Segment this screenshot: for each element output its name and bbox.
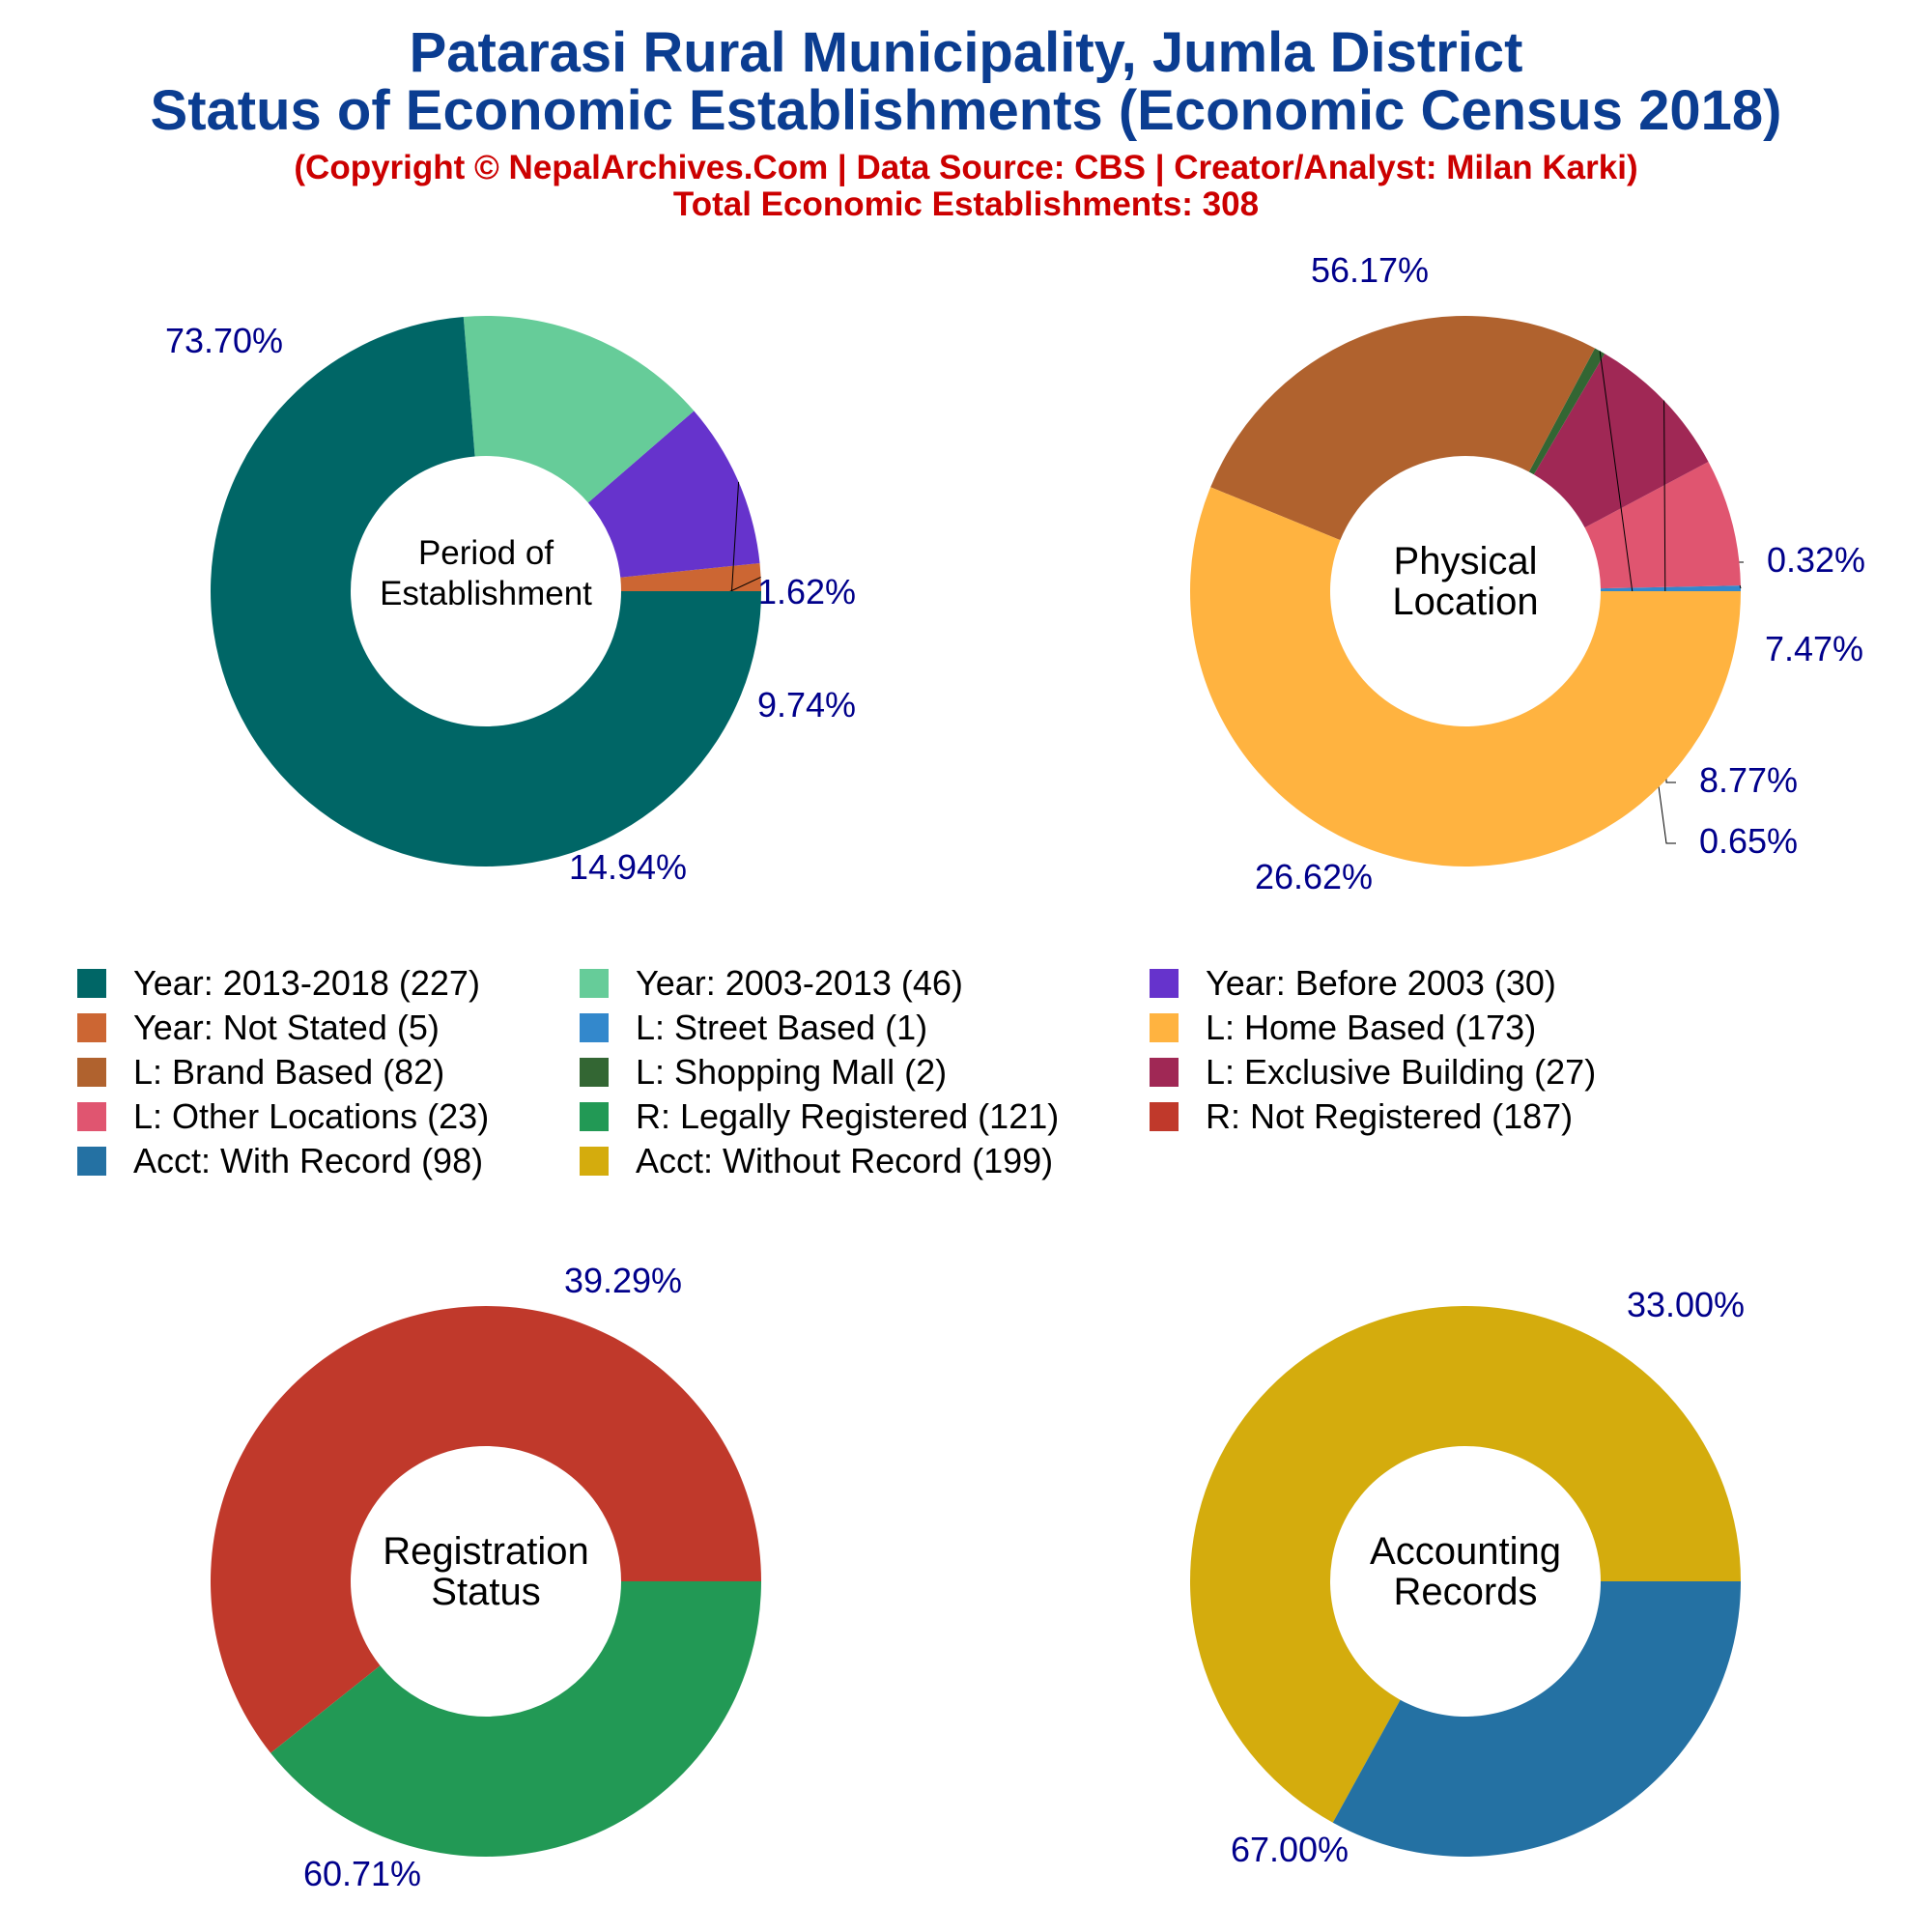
legend-swatch [77, 1058, 106, 1087]
legend-swatch [580, 1147, 609, 1176]
legend-item: L: Street Based (1) [580, 1008, 1150, 1048]
donut-center-label: Establishment [380, 575, 592, 612]
chart-title-line1: Patarasi Rural Municipality, Jumla Distr… [409, 21, 1523, 84]
slice-percent-label: 67.00% [1231, 1830, 1349, 1869]
donut-slice [1190, 487, 1741, 867]
legend-item: Year: Not Stated (5) [77, 1008, 580, 1048]
legend-swatch [77, 1147, 106, 1176]
legend-label: L: Shopping Mall (2) [636, 1052, 948, 1092]
slice-percent-label: 60.71% [303, 1854, 421, 1893]
legend-item: Acct: With Record (98) [77, 1141, 580, 1181]
slice-percent-label: 73.70% [165, 321, 283, 360]
donut-slice [620, 562, 761, 591]
donut-slice [270, 1581, 761, 1858]
donut-slice [1600, 585, 1741, 591]
legend-label: L: Home Based (173) [1206, 1008, 1537, 1047]
donut-slice [1190, 1306, 1741, 1823]
legend-item: Year: Before 2003 (30) [1150, 963, 1826, 1004]
legend-swatch [77, 1013, 106, 1042]
total-line: Total Economic Establishments: 308 [672, 185, 1260, 223]
legend-item: Year: 2013-2018 (227) [77, 963, 580, 1004]
legend-label: Year: Not Stated (5) [133, 1008, 440, 1047]
donut-chart: 1.62% 9.74% 14.94% 73.70% Period ofEstablish… [165, 316, 856, 887]
donut-center-label: Period of [418, 534, 554, 572]
legend-label: Acct: Without Record (199) [636, 1141, 1054, 1180]
legend-item: L: Exclusive Building (27) [1150, 1052, 1826, 1093]
legend-swatch [1150, 969, 1179, 998]
label-leader-line [1663, 400, 1676, 783]
legend-item: L: Shopping Mall (2) [580, 1052, 1150, 1093]
chart-title-line2: Status of Economic Establishments (Econo… [150, 79, 1782, 142]
slice-percent-label: 7.47% [1765, 629, 1863, 668]
legend-swatch [580, 969, 609, 998]
slice-percent-label: 33.00% [1627, 1285, 1745, 1324]
legend-label: Year: 2013-2018 (227) [133, 963, 480, 1003]
donut-center-label: Physical [1394, 540, 1538, 582]
donut-center-label: Registration [383, 1530, 588, 1573]
legend-label: L: Other Locations (23) [133, 1096, 490, 1136]
legend-label: Year: Before 2003 (30) [1206, 963, 1556, 1003]
slice-percent-label: 26.62% [1255, 857, 1373, 896]
legend-swatch [580, 1013, 609, 1042]
legend-swatch [1150, 1058, 1179, 1087]
legend-swatch [77, 1102, 106, 1131]
legend-label: R: Not Registered (187) [1206, 1096, 1574, 1136]
donut-center-label: Accounting [1370, 1530, 1561, 1573]
label-leader-line [1599, 351, 1676, 844]
legend-label: L: Street Based (1) [636, 1008, 928, 1047]
donut-slice [211, 316, 762, 867]
legend-item: L: Home Based (173) [1150, 1008, 1826, 1048]
legend-swatch [77, 969, 106, 998]
copyright-line: (Copyright © NepalArchives.Com | Data So… [294, 149, 1638, 186]
legend-swatch [1150, 1013, 1179, 1042]
chart-header: Patarasi Rural Municipality, Jumla Distr… [0, 24, 1932, 223]
donut-slice [463, 316, 695, 503]
legend-label: Acct: With Record (98) [133, 1141, 484, 1180]
legend-item: R: Legally Registered (121) [580, 1096, 1150, 1137]
legend-swatch [1150, 1102, 1179, 1131]
slice-percent-label: 0.32% [1767, 540, 1865, 580]
slice-percent-label: 9.74% [757, 685, 856, 724]
legend-label: Year: 2003-2013 (46) [636, 963, 963, 1003]
legend-item: L: Other Locations (23) [77, 1096, 580, 1137]
donut-center-label: Status [431, 1571, 540, 1613]
slice-percent-label: 8.77% [1699, 760, 1798, 800]
legend: Year: 2013-2018 (227) Year: 2003-2013 (4… [77, 963, 1913, 1181]
donut-slice [1332, 1581, 1741, 1857]
donut-slice [587, 411, 760, 578]
slice-percent-label: 56.17% [1311, 250, 1429, 290]
slice-percent-label: 14.94% [569, 847, 687, 887]
legend-swatch [580, 1102, 609, 1131]
legend-label: L: Brand Based (82) [133, 1052, 445, 1092]
slice-percent-label: 1.62% [757, 572, 856, 611]
donut-slice [211, 1306, 761, 1753]
legend-item: L: Brand Based (82) [77, 1052, 580, 1093]
donut-slice [1584, 461, 1741, 589]
donut-slice [1528, 348, 1605, 475]
legend-label: L: Exclusive Building (27) [1206, 1052, 1597, 1092]
legend-item: R: Not Registered (187) [1150, 1096, 1826, 1137]
legend-label: R: Legally Registered (121) [636, 1096, 1060, 1136]
donut-slice [1210, 316, 1596, 541]
legend-item: Acct: Without Record (199) [580, 1141, 1150, 1181]
donut-center-label: Location [1392, 581, 1538, 623]
slice-percent-label: 0.65% [1699, 821, 1798, 861]
slice-percent-label: 39.29% [564, 1261, 682, 1300]
legend-swatch [580, 1058, 609, 1087]
legend-item: Year: 2003-2013 (46) [580, 963, 1150, 1004]
donut-center-label: Records [1394, 1571, 1538, 1613]
donut-chart: 0.32% 7.47% 8.77% 0.65% 26.62% 56.17% Physical… [1190, 250, 1865, 896]
